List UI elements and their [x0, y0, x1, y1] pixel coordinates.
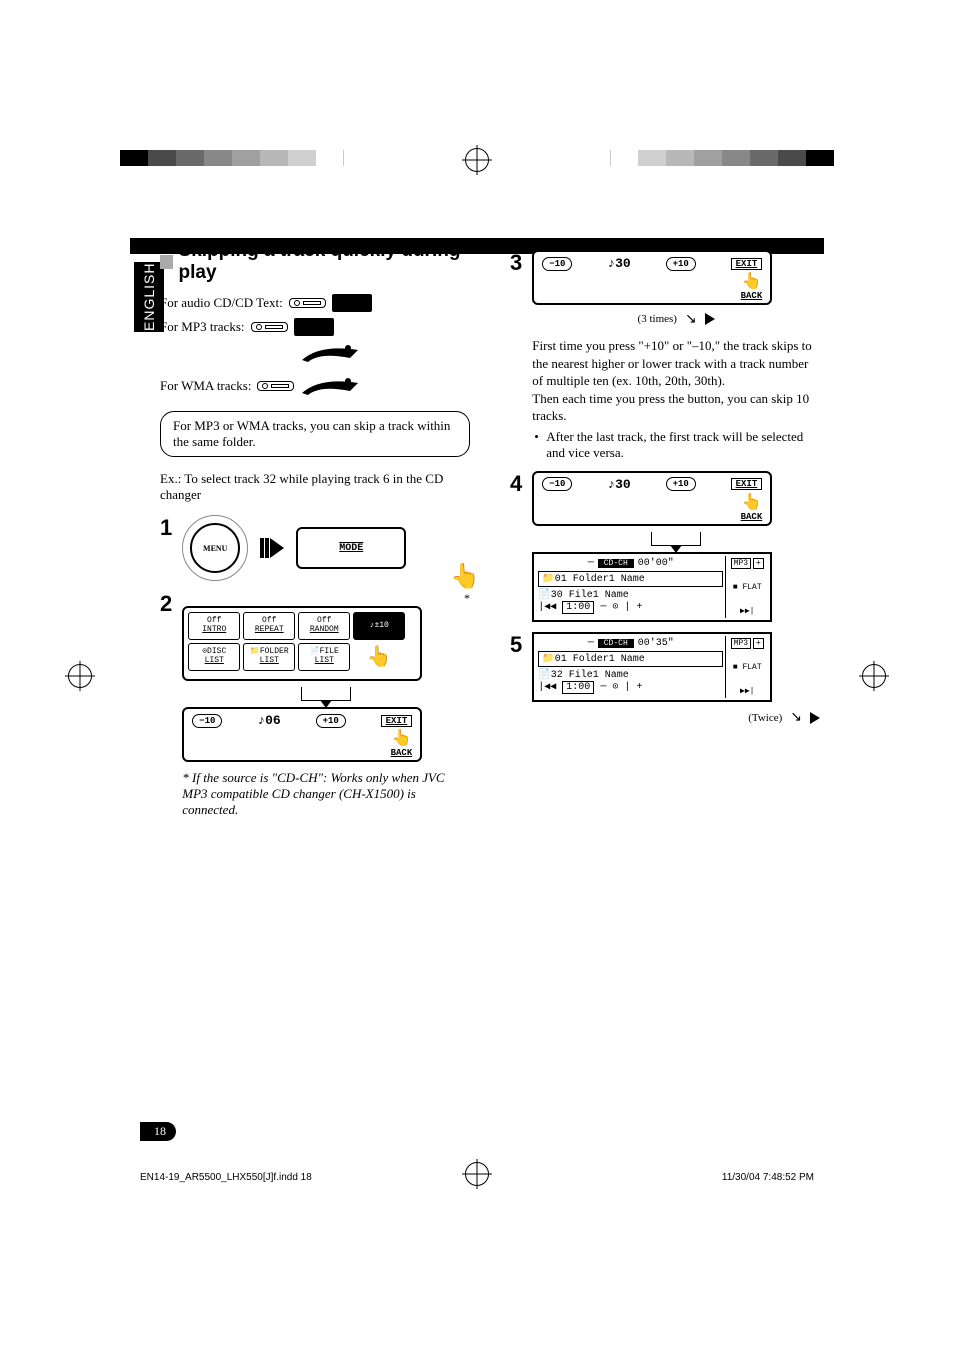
step-number: 2 — [160, 591, 172, 617]
player-display-screen: ─CD-CH00'00" 📁01 Folder1 Name 📄30 File1 … — [532, 552, 772, 622]
body-text: Then each time you press the button, you… — [532, 390, 820, 425]
track-number: ♪30 — [607, 256, 630, 271]
hand-icon: 👆 — [367, 644, 392, 670]
hand-icon: 👆 — [741, 271, 761, 291]
registration-mark-icon — [465, 148, 489, 172]
disc-icon — [289, 298, 326, 308]
step-number: 1 — [160, 515, 172, 541]
track-number: ♪30 — [607, 477, 630, 492]
minus-10-button[interactable]: −10 — [192, 714, 222, 728]
minus-10-button[interactable]: −10 — [542, 257, 572, 271]
track-screen: −10 ♪06 +10 EXIT 👆 BACK — [182, 707, 422, 762]
note-box: For MP3 or WMA tracks, you can skip a tr… — [160, 411, 470, 457]
step-number: 4 — [510, 471, 522, 497]
intro-button[interactable]: OffINTRO — [188, 612, 240, 640]
track-screen: −10 ♪30 +10 EXIT 👆 BACK — [532, 471, 772, 526]
footer-date: 11/30/04 7:48:52 PM — [722, 1172, 814, 1183]
track-number: ♪06 — [257, 713, 280, 728]
back-button[interactable]: BACK — [391, 748, 413, 758]
print-grayscale-bars — [610, 150, 834, 166]
arrow-right-icon — [810, 712, 820, 724]
disc-list-button[interactable]: ⊙DISCLIST — [188, 643, 240, 671]
exit-button[interactable]: EXIT — [731, 258, 763, 270]
footnote: * If the source is "CD-CH": Works only w… — [182, 770, 470, 818]
example-text: Ex.: To select track 32 while playing tr… — [160, 471, 470, 503]
body-text: First time you press "+10" or "–10," the… — [532, 337, 820, 390]
menu-button-outer[interactable]: MENU — [182, 515, 248, 581]
page-number: 18 — [140, 1122, 176, 1141]
player-display-screen: ─CD-CH00'35" 📁01 Folder1 Name 📄32 File1 … — [532, 632, 772, 702]
twice-label: (Twice) — [748, 712, 782, 724]
heading-marker-icon — [160, 255, 173, 269]
mp3-line: For MP3 tracks: — [160, 318, 470, 336]
plus-minus-10-button[interactable]: ♪±10 — [353, 612, 405, 640]
step-number: 3 — [510, 250, 522, 276]
footer-file: EN14-19_AR5500_LHX550[J]f.indd 18 — [140, 1172, 312, 1183]
heading-text: Skipping a track quickly during play — [179, 240, 470, 284]
times-label: (3 times) — [638, 313, 677, 325]
back-button[interactable]: BACK — [741, 291, 763, 301]
arrow-right-icon — [260, 538, 284, 558]
wma-line: For WMA tracks: — [160, 375, 470, 397]
swoosh-icon — [300, 375, 360, 397]
random-button[interactable]: OffRANDOM — [298, 612, 350, 640]
touch-arrow-icon: ↘ — [685, 311, 697, 328]
plus-10-button[interactable]: +10 — [316, 714, 346, 728]
down-arrow-icon — [651, 532, 701, 546]
arrow-right-icon — [705, 313, 715, 325]
registration-mark-icon — [68, 664, 92, 688]
disc-icon — [251, 322, 288, 332]
touch-arrow-icon: ↘ — [790, 709, 802, 726]
audio-cd-line: For audio CD/CD Text: — [160, 294, 470, 312]
exit-button[interactable]: EXIT — [381, 715, 413, 727]
section-heading: Skipping a track quickly during play — [160, 240, 470, 284]
asterisk: * — [182, 591, 470, 606]
hand-icon: 👆 — [741, 492, 761, 512]
minus-10-button[interactable]: −10 — [542, 477, 572, 491]
hand-icon: 👆 — [450, 562, 480, 591]
plus-10-button[interactable]: +10 — [666, 257, 696, 271]
plus-10-button[interactable]: +10 — [666, 477, 696, 491]
hand-icon: 👆 — [391, 728, 411, 748]
button-grid-screen: OffINTRO OffREPEAT OffRANDOM ♪±10 ⊙DISCL… — [182, 606, 422, 681]
step-number: 5 — [510, 632, 522, 658]
mode-screen: MODE — [296, 527, 406, 569]
file-list-button[interactable]: 📄FILELIST — [298, 643, 350, 671]
back-button[interactable]: BACK — [741, 512, 763, 522]
repeat-button[interactable]: OffREPEAT — [243, 612, 295, 640]
cd-glyph-icon — [332, 294, 372, 312]
bullet-text: After the last track, the first track wi… — [532, 429, 820, 461]
folder-list-button[interactable]: 📁FOLDERLIST — [243, 643, 295, 671]
menu-button[interactable]: MENU — [190, 523, 240, 573]
down-arrow-icon — [301, 687, 351, 701]
disc-icon — [257, 381, 294, 391]
cd-glyph-icon — [294, 318, 334, 336]
exit-button[interactable]: EXIT — [731, 478, 763, 490]
print-grayscale-bars — [120, 150, 344, 166]
swoosh-icon — [300, 342, 360, 364]
registration-mark-icon — [862, 664, 886, 688]
track-screen: −10 ♪30 +10 EXIT 👆 BACK — [532, 250, 772, 305]
